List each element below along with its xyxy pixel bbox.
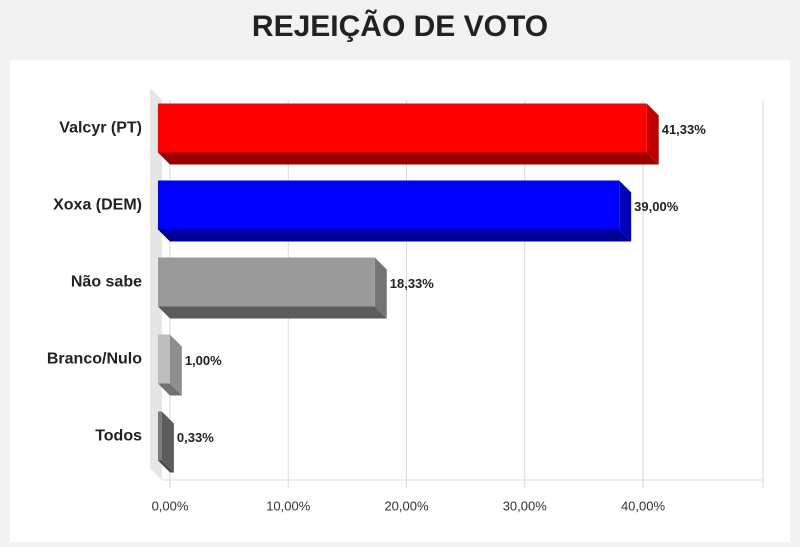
bar-bottom [158,152,659,165]
bar-bottom [158,460,174,473]
x-tick-label: 20,00% [384,498,429,513]
bar-bottom [158,306,387,319]
category-label: Não sabe [71,274,142,291]
x-tick-label: 40,00% [621,498,666,513]
x-tick-label: 10,00% [266,498,311,513]
bar-side [161,411,174,473]
bar-side [374,257,387,319]
bar-side [646,103,659,165]
category-label: Valcyr (PT) [59,120,142,137]
value-label: 0,33% [177,430,214,445]
value-label: 18,33% [390,276,435,291]
category-label: Xoxa (DEM) [53,197,142,214]
bar-bottom [158,383,182,396]
bar [158,103,647,153]
bar [158,257,375,307]
bar [158,411,162,461]
value-label: 39,00% [634,199,679,214]
x-tick-label: 30,00% [503,498,548,513]
bar [158,334,170,384]
bar-side [169,334,182,396]
category-label: Todos [95,428,142,445]
chart-title: REJEIÇÃO DE VOTO [252,9,548,43]
value-label: 1,00% [185,353,222,368]
value-label: 41,33% [662,122,707,137]
bar-side [619,180,632,242]
bar [158,180,620,230]
x-tick-label: 0,00% [152,498,189,513]
category-label: Branco/Nulo [47,351,142,368]
bar-bottom [158,229,632,242]
